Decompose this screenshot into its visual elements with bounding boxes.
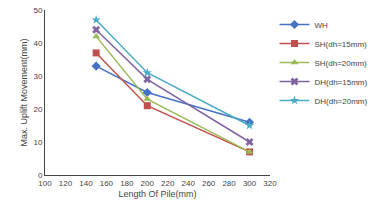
svg-text:50: 50 — [33, 6, 42, 15]
svg-text:140: 140 — [79, 179, 93, 188]
svg-text:220: 220 — [161, 179, 175, 188]
svg-text:100: 100 — [38, 179, 52, 188]
svg-text:320: 320 — [263, 179, 277, 188]
svg-text:SH(dh=20mm): SH(dh=20mm) — [315, 59, 368, 68]
svg-text:WH: WH — [315, 21, 329, 30]
svg-text:280: 280 — [222, 179, 236, 188]
svg-text:30: 30 — [33, 72, 42, 81]
svg-text:120: 120 — [59, 179, 73, 188]
svg-text:240: 240 — [182, 179, 196, 188]
svg-text:180: 180 — [120, 179, 134, 188]
svg-text:20: 20 — [33, 105, 42, 114]
svg-text:200: 200 — [141, 179, 155, 188]
svg-text:260: 260 — [202, 179, 216, 188]
svg-text:DH(dh=15mm): DH(dh=15mm) — [315, 78, 368, 87]
svg-text:Length Of Pile(mm): Length Of Pile(mm) — [118, 189, 196, 199]
svg-text:0: 0 — [38, 171, 43, 180]
svg-text:10: 10 — [33, 138, 42, 147]
svg-text:40: 40 — [33, 39, 42, 48]
svg-text:Max. Uplift Movement(mm): Max. Uplift Movement(mm) — [19, 38, 29, 146]
svg-text:160: 160 — [100, 179, 114, 188]
svg-text:SH(dh=15mm): SH(dh=15mm) — [315, 40, 368, 49]
svg-text:DH(dh=20mm): DH(dh=20mm) — [315, 97, 368, 106]
svg-text:300: 300 — [243, 179, 257, 188]
